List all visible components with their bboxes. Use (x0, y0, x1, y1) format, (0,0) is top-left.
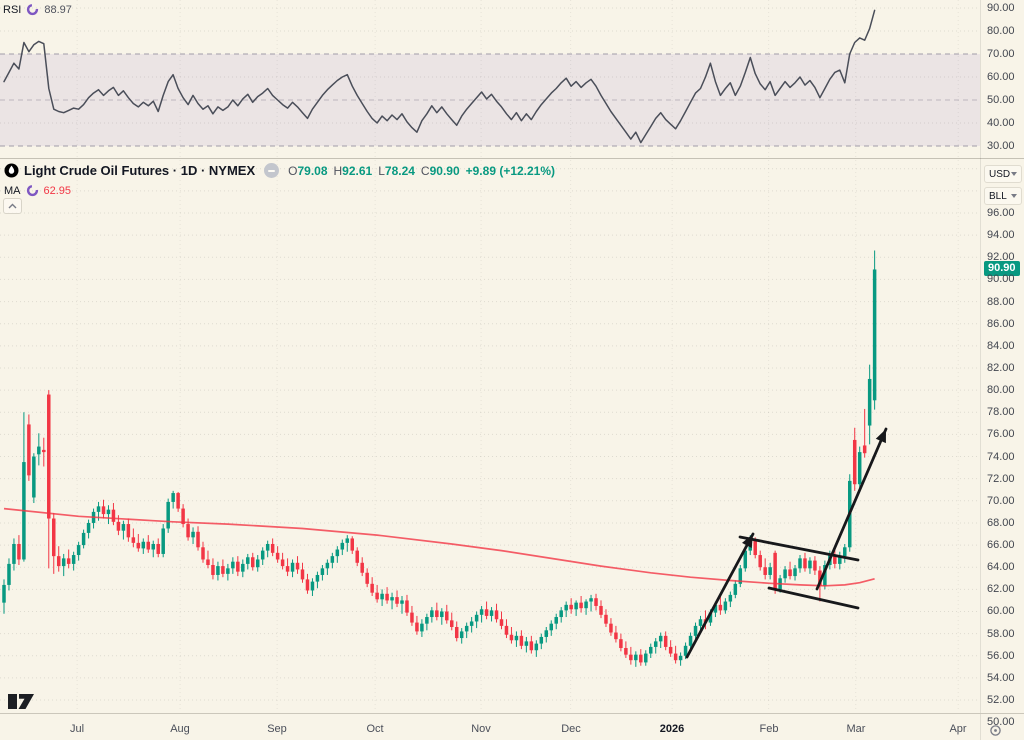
time-axis-label: Mar (846, 723, 866, 735)
price-axis-label: 92.00 (987, 251, 1015, 263)
high-value: 92.61 (342, 163, 373, 178)
ma-value: 62.95 (43, 184, 72, 197)
price-axis-label: 76.00 (987, 428, 1015, 440)
price-axis-label: 74.00 (987, 451, 1015, 463)
rsi-label: RSI (3, 3, 22, 16)
price-axis[interactable]: USD BLL 90.90 30.00 40.00 50.00 60.00 70.00 8… (980, 0, 1024, 740)
time-axis-label: Nov (471, 723, 491, 735)
arrowhead-icon (742, 534, 753, 549)
price-plot[interactable] (0, 160, 980, 712)
price-axis-label: 50.00 (987, 716, 1015, 728)
time-axis-label: Oct (366, 723, 384, 735)
rsi-axis-label: 50.00 (987, 94, 1015, 106)
price-axis-label: 84.00 (987, 340, 1015, 352)
time-axis-label: Jul (69, 723, 85, 735)
price-axis-label: 56.00 (987, 650, 1015, 662)
price-axis-label: 52.00 (987, 694, 1015, 706)
rsi-line[interactable] (3, 9, 876, 144)
chevron-up-icon (8, 203, 17, 209)
chevron-down-icon (1011, 172, 1017, 176)
ma-label: MA (4, 184, 21, 197)
more-icon[interactable] (264, 163, 280, 178)
time-axis-label: 2026 (659, 723, 685, 735)
change-value: +9.89 (+12.21%) (465, 163, 556, 178)
rsi-axis-label: 90.00 (987, 2, 1015, 14)
trend-line (767, 586, 860, 610)
price-axis-label: 96.00 (987, 207, 1015, 219)
price-axis-label: 82.00 (987, 362, 1015, 374)
price-axis-label: 94.00 (987, 229, 1015, 241)
trend-arrow (685, 532, 755, 659)
rsi-axis-label: 60.00 (987, 71, 1015, 83)
ma-loading-icon (26, 184, 39, 197)
price-axis-label: 62.00 (987, 583, 1015, 595)
collapse-pane-button[interactable] (3, 198, 22, 214)
last-price-tag: 90.90 (984, 261, 1020, 276)
time-axis[interactable]: Jul Aug Sep Oct Nov Dec 2026 Feb Mar Apr (0, 713, 1024, 740)
price-axis-label: 64.00 (987, 561, 1015, 573)
rsi-plot[interactable] (0, 0, 980, 158)
rsi-value: 88.97 (44, 3, 72, 16)
timezone-settings-icon[interactable] (989, 724, 1002, 737)
time-axis-label: Feb (759, 723, 779, 735)
open-value: 79.08 (297, 163, 328, 178)
price-axis-label: 68.00 (987, 517, 1015, 529)
time-axis-label: Dec (561, 723, 581, 735)
tradingview-logo-icon[interactable] (8, 694, 35, 709)
price-axis-label: 66.00 (987, 539, 1015, 551)
symbol-title[interactable]: Light Crude Oil Futures · 1D · NYMEX (24, 163, 256, 178)
rsi-legend: RSI 88.97 (3, 3, 72, 16)
trend-arrow (815, 427, 888, 591)
unit-toggle-button[interactable]: BLL (984, 187, 1022, 205)
price-axis-label: 60.00 (987, 605, 1015, 617)
price-axis-label: 54.00 (987, 672, 1015, 684)
price-axis-label: 70.00 (987, 495, 1015, 507)
symbol-legend: Light Crude Oil Futures · 1D · NYMEX O79… (4, 163, 555, 178)
price-axis-label: 86.00 (987, 318, 1015, 330)
indicator-loading-icon (26, 3, 39, 16)
ma-line[interactable] (3, 507, 875, 587)
price-pane (0, 160, 980, 712)
currency-toggle-button[interactable]: USD (984, 165, 1022, 183)
price-axis-label: 80.00 (987, 384, 1015, 396)
ma-legend: MA 62.95 (4, 184, 71, 197)
trend-line (738, 535, 860, 562)
low-value: 78.24 (384, 163, 415, 178)
price-axis-label: 58.00 (987, 628, 1015, 640)
time-axis-label: Sep (267, 723, 287, 735)
arrowhead-icon (875, 429, 886, 444)
pane-divider[interactable] (0, 158, 1024, 159)
close-value: 90.90 (429, 163, 460, 178)
price-axis-label: 88.00 (987, 296, 1015, 308)
rsi-axis-label: 80.00 (987, 25, 1015, 37)
time-axis-label: Apr (949, 723, 967, 735)
symbol-logo-icon (4, 163, 19, 178)
candles-layer[interactable] (2, 250, 877, 667)
price-axis-label: 78.00 (987, 406, 1015, 418)
chevron-down-icon (1011, 194, 1017, 198)
price-axis-label: 90.00 (987, 273, 1015, 285)
rsi-axis-label: 40.00 (987, 117, 1015, 129)
price-axis-label: 72.00 (987, 473, 1015, 485)
ohlc-readout: O79.08 H92.61 L78.24 C90.90 +9.89 (+12.2… (288, 163, 556, 178)
rsi-axis-label: 70.00 (987, 48, 1015, 60)
rsi-pane (0, 0, 980, 158)
drawing-annotations[interactable] (685, 427, 888, 659)
rsi-axis-label: 30.00 (987, 140, 1015, 152)
time-axis-label: Aug (170, 723, 190, 735)
